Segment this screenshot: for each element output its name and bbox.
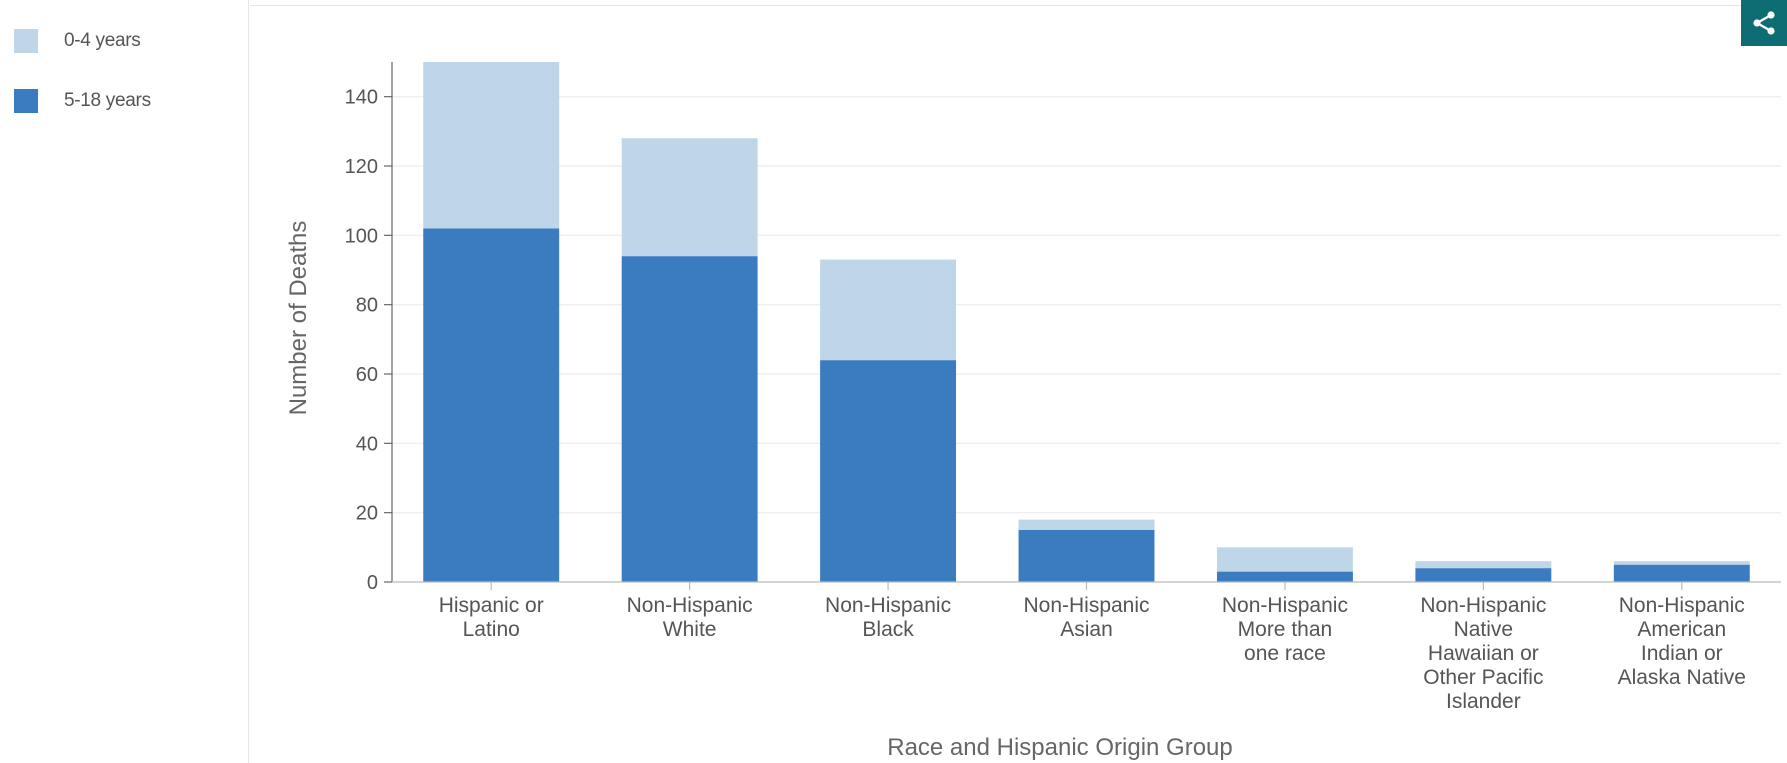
bars <box>423 62 1750 582</box>
x-category-label-line: Latino <box>463 618 520 641</box>
x-category-label-line: More than <box>1238 618 1333 641</box>
share-button[interactable] <box>1741 0 1787 46</box>
bar-segment[interactable] <box>1018 519 1155 530</box>
axes <box>391 62 1781 583</box>
bar-segment[interactable] <box>1613 561 1750 565</box>
x-category-label-line: Alaska Native <box>1618 666 1746 689</box>
bar-segment[interactable] <box>621 138 758 257</box>
y-tick-label: 20 <box>356 503 378 525</box>
legend-item-0-4-years[interactable]: 0-4 years <box>14 29 141 53</box>
bar-segment[interactable] <box>1613 564 1750 582</box>
x-category-label-line: Other Pacific <box>1423 666 1543 689</box>
x-category-label: Hispanic or Latino <box>439 594 544 641</box>
bar-segment[interactable] <box>820 360 957 582</box>
x-category-label-line: Black <box>862 618 914 641</box>
bar-segment[interactable] <box>1415 568 1552 582</box>
x-category-label-line: White <box>663 618 717 641</box>
x-category-label: Non-Hispanic Asian <box>1023 594 1149 641</box>
y-tick-label: 60 <box>356 364 378 386</box>
bar-segment[interactable] <box>423 62 560 229</box>
legend-swatch <box>14 29 38 53</box>
bar-segment[interactable] <box>1415 561 1552 569</box>
x-category-label-line: Non-Hispanic <box>1420 594 1546 617</box>
legend-panel: 0-4 years 5-18 years <box>0 0 249 763</box>
y-tick-label: 100 <box>345 225 378 247</box>
x-category-label-line: Asian <box>1060 618 1113 641</box>
bar-segment[interactable] <box>1018 530 1155 582</box>
x-category-label: Non-Hispanic White <box>627 594 753 641</box>
x-category-label-line: Hawaiian or <box>1428 642 1539 665</box>
bar-segment[interactable] <box>1216 547 1353 572</box>
x-category-label-line: Non-Hispanic <box>1023 594 1149 617</box>
x-category-label-line: one race <box>1244 642 1326 665</box>
x-category-label-line: Indian or <box>1641 642 1723 665</box>
x-category-label-line: Hispanic or <box>439 594 544 617</box>
top-divider <box>250 5 1787 6</box>
legend-label: 0-4 years <box>64 30 141 51</box>
x-category-label-line: Non-Hispanic <box>1619 594 1745 617</box>
x-category-label-line: Native <box>1454 618 1514 641</box>
legend-swatch <box>14 89 38 113</box>
bar-segment[interactable] <box>621 256 758 582</box>
y-tick-label: 140 <box>345 87 378 109</box>
y-tick-labels: 0 20 40 60 80 100 120 140 <box>345 87 378 594</box>
x-category-label: Non-Hispanic Native Hawaiian or Other Pacif… <box>1420 594 1546 713</box>
legend-item-5-18-years[interactable]: 5-18 years <box>14 89 151 113</box>
x-category-label-line: Non-Hispanic <box>825 594 951 617</box>
x-category-label-line: Islander <box>1446 690 1521 713</box>
bar-segment[interactable] <box>1216 571 1353 582</box>
x-category-label: Non-Hispanic Black <box>825 594 951 641</box>
x-category-label-line: American <box>1637 618 1726 641</box>
x-category-label-line: Non-Hispanic <box>627 594 753 617</box>
y-axis-title: Number of Deaths <box>285 221 312 416</box>
y-tick-label: 120 <box>345 156 378 178</box>
gridlines <box>384 96 1781 583</box>
x-category-label: Non-Hispanic More than one race <box>1222 594 1348 665</box>
bar-segment[interactable] <box>820 259 957 361</box>
x-category-label-line: Non-Hispanic <box>1222 594 1348 617</box>
y-tick-label: 40 <box>356 433 378 455</box>
y-tick-label: 0 <box>367 572 378 594</box>
share-icon <box>1753 11 1775 35</box>
legend-label: 5-18 years <box>64 90 151 111</box>
bar-segment[interactable] <box>423 228 560 582</box>
y-tick-label: 80 <box>356 295 378 317</box>
x-category-label: Non-Hispanic American Indian or Alaska Nati… <box>1618 594 1746 689</box>
x-axis-title: Race and Hispanic Origin Group <box>887 734 1233 761</box>
